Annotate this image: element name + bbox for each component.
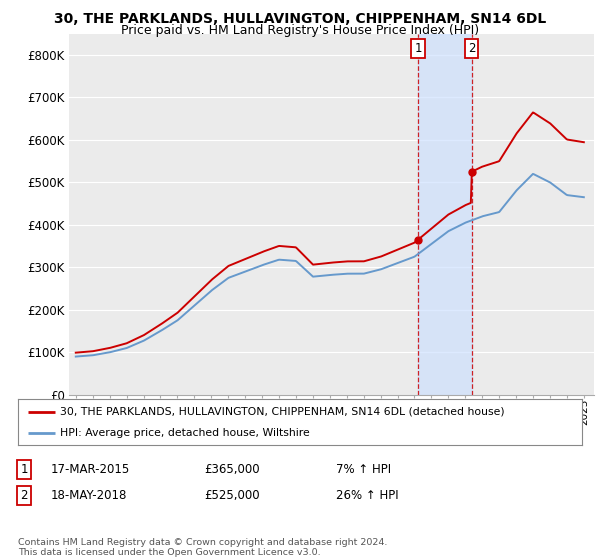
Text: £365,000: £365,000 — [204, 463, 260, 476]
Text: 30, THE PARKLANDS, HULLAVINGTON, CHIPPENHAM, SN14 6DL (detached house): 30, THE PARKLANDS, HULLAVINGTON, CHIPPEN… — [60, 407, 505, 417]
Text: 7% ↑ HPI: 7% ↑ HPI — [336, 463, 391, 476]
Text: £525,000: £525,000 — [204, 489, 260, 502]
Text: 30, THE PARKLANDS, HULLAVINGTON, CHIPPENHAM, SN14 6DL: 30, THE PARKLANDS, HULLAVINGTON, CHIPPEN… — [54, 12, 546, 26]
Text: 17-MAR-2015: 17-MAR-2015 — [51, 463, 130, 476]
Text: Contains HM Land Registry data © Crown copyright and database right 2024.
This d: Contains HM Land Registry data © Crown c… — [18, 538, 388, 557]
Text: Price paid vs. HM Land Registry's House Price Index (HPI): Price paid vs. HM Land Registry's House … — [121, 24, 479, 37]
Text: 1: 1 — [414, 42, 422, 55]
Bar — [418, 34, 472, 395]
Text: 2: 2 — [20, 489, 28, 502]
Text: 18-MAY-2018: 18-MAY-2018 — [51, 489, 127, 502]
Text: 26% ↑ HPI: 26% ↑ HPI — [336, 489, 398, 502]
Text: 1: 1 — [20, 463, 28, 476]
Text: HPI: Average price, detached house, Wiltshire: HPI: Average price, detached house, Wilt… — [60, 428, 310, 438]
Text: 2: 2 — [468, 42, 475, 55]
